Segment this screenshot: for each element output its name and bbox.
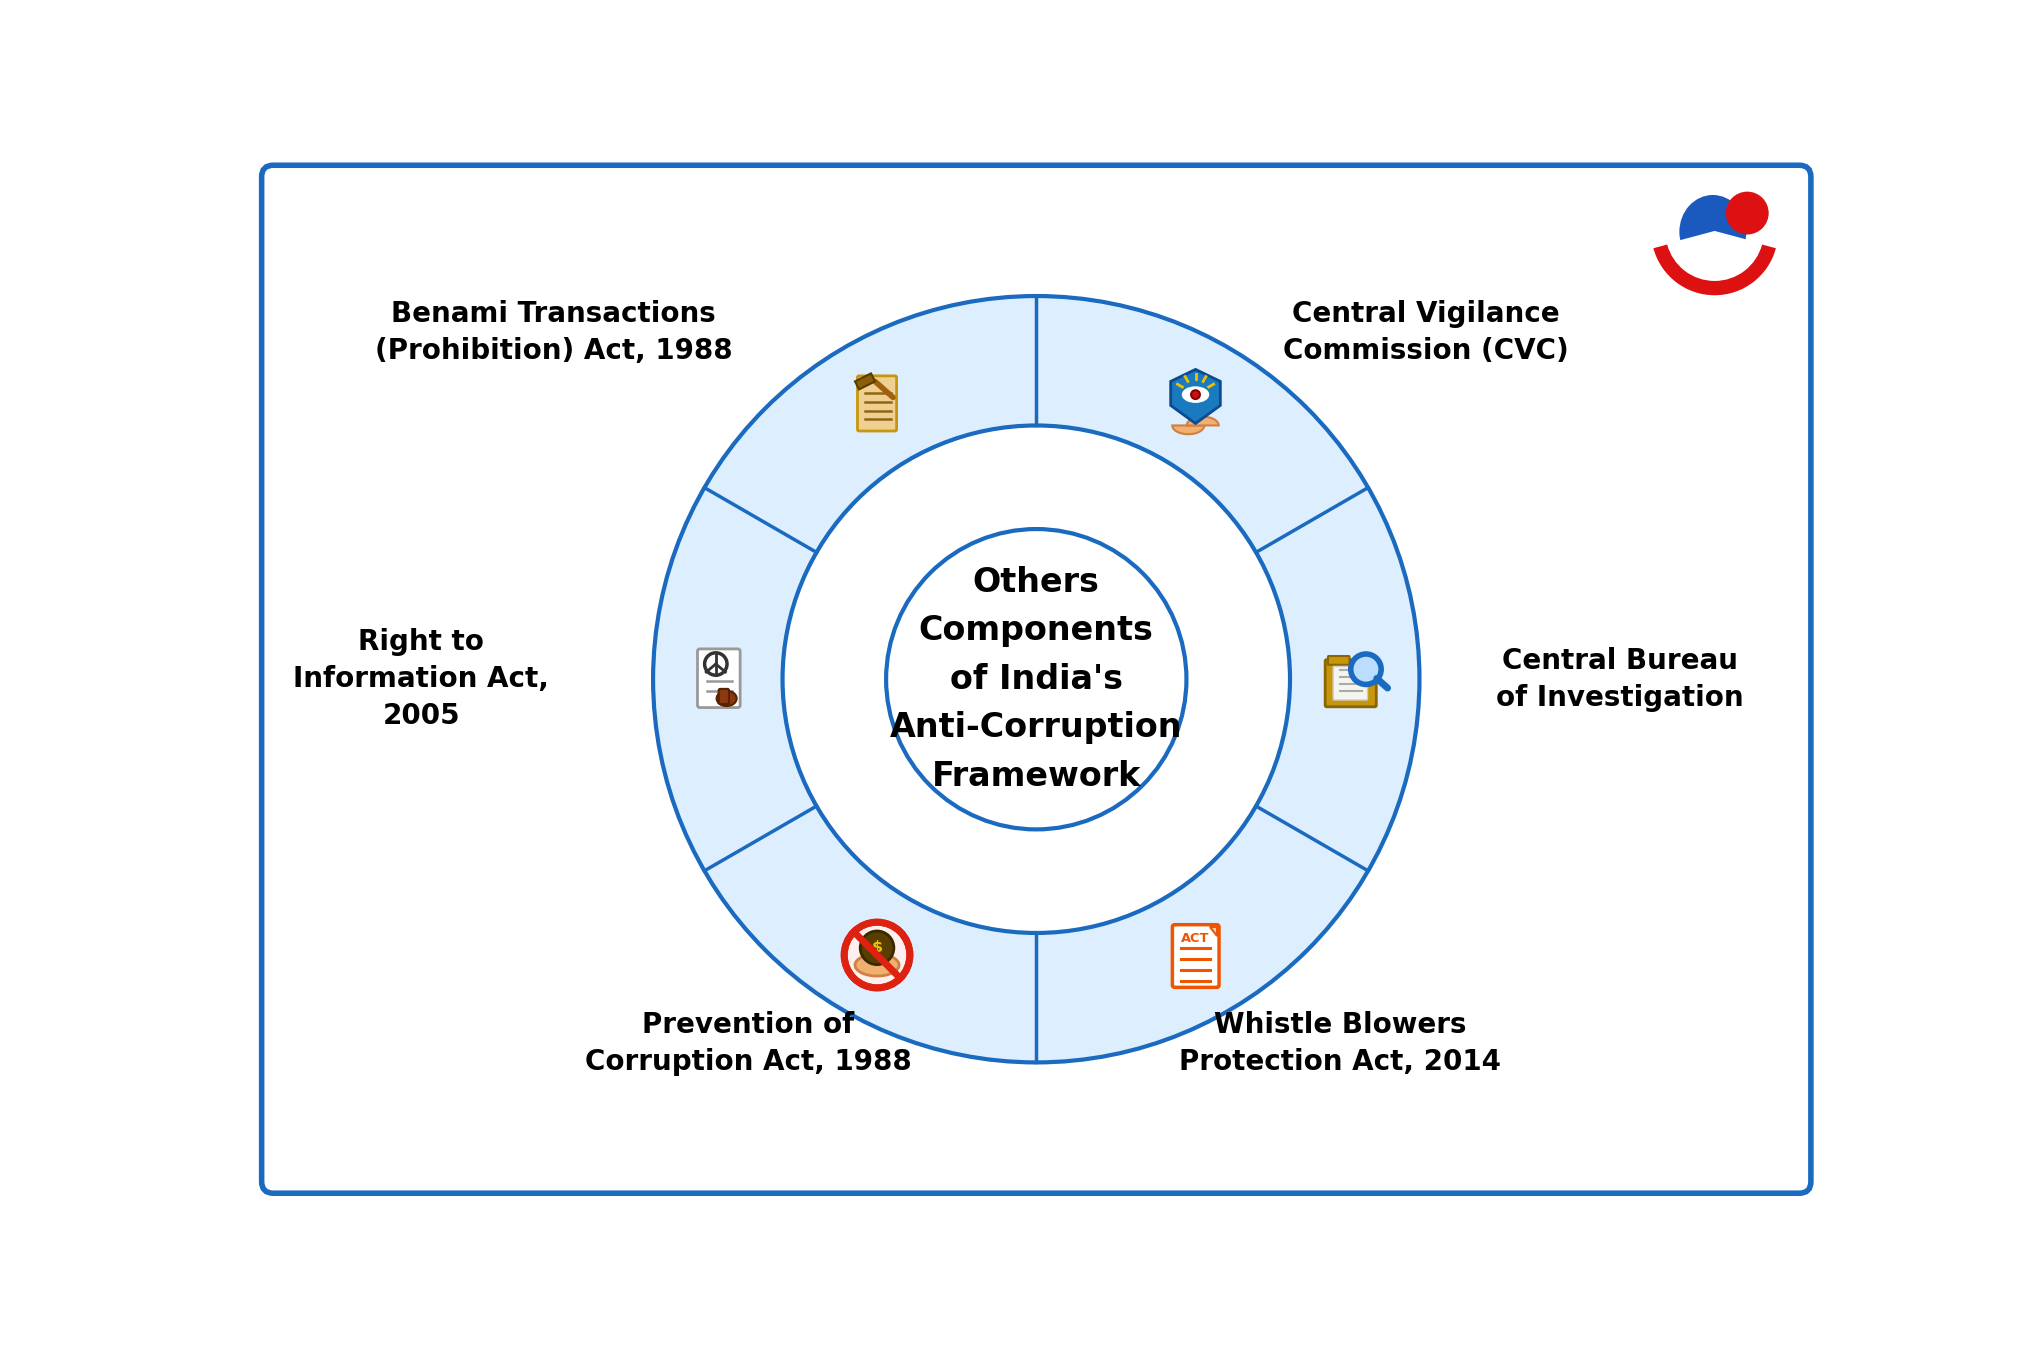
- Circle shape: [653, 296, 1419, 1063]
- Polygon shape: [855, 374, 876, 390]
- Ellipse shape: [1680, 195, 1747, 269]
- FancyBboxPatch shape: [698, 648, 740, 707]
- Circle shape: [783, 425, 1290, 933]
- Circle shape: [859, 931, 894, 964]
- Text: Central Bureau
of Investigation: Central Bureau of Investigation: [1496, 647, 1743, 712]
- FancyBboxPatch shape: [1173, 924, 1219, 987]
- Text: Others
Components
of India's
Anti-Corruption
Framework: Others Components of India's Anti-Corrup…: [890, 565, 1183, 794]
- Ellipse shape: [1191, 390, 1199, 399]
- Ellipse shape: [1183, 387, 1209, 402]
- Circle shape: [845, 923, 910, 987]
- Polygon shape: [1171, 370, 1221, 424]
- Wedge shape: [1654, 245, 1775, 296]
- Text: Central Vigilance
Commission (CVC): Central Vigilance Commission (CVC): [1282, 300, 1569, 364]
- Circle shape: [1351, 654, 1381, 685]
- Text: Right to
Information Act,
2005: Right to Information Act, 2005: [293, 628, 550, 730]
- Ellipse shape: [716, 691, 736, 706]
- Polygon shape: [1173, 425, 1205, 434]
- FancyBboxPatch shape: [1332, 666, 1367, 699]
- Text: Benami Transactions
(Prohibition) Act, 1988: Benami Transactions (Prohibition) Act, 1…: [374, 300, 732, 364]
- Circle shape: [1727, 191, 1769, 234]
- FancyBboxPatch shape: [261, 165, 1812, 1193]
- Text: ACT: ACT: [1181, 932, 1209, 944]
- FancyBboxPatch shape: [857, 375, 896, 430]
- Text: Whistle Blowers
Protection Act, 2014: Whistle Blowers Protection Act, 2014: [1179, 1011, 1500, 1076]
- Polygon shape: [1187, 417, 1219, 425]
- Text: $: $: [871, 940, 884, 955]
- FancyBboxPatch shape: [718, 689, 730, 703]
- Wedge shape: [1674, 231, 1755, 273]
- Ellipse shape: [855, 954, 900, 976]
- FancyBboxPatch shape: [1324, 659, 1377, 706]
- FancyBboxPatch shape: [1328, 656, 1349, 664]
- Polygon shape: [1209, 927, 1217, 936]
- Text: Prevention of
Corruption Act, 1988: Prevention of Corruption Act, 1988: [584, 1011, 912, 1076]
- Circle shape: [886, 529, 1187, 830]
